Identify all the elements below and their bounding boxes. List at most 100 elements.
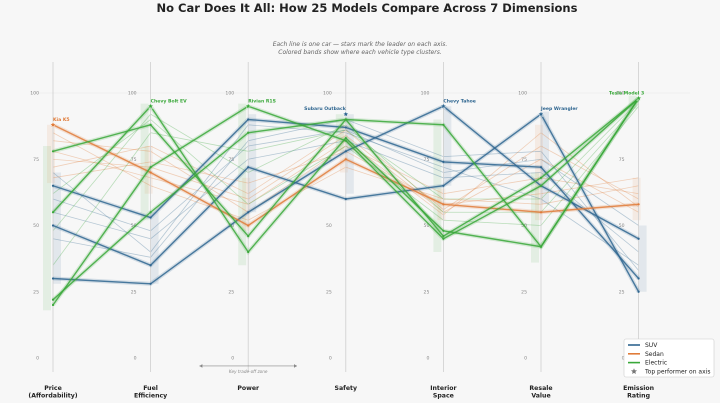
legend-star-icon xyxy=(630,368,638,374)
arrow-head-left-icon xyxy=(199,364,203,368)
data-point xyxy=(442,123,445,126)
data-point xyxy=(344,126,347,129)
data-point xyxy=(344,136,347,140)
leader-star-icon xyxy=(537,110,545,118)
data-point xyxy=(51,277,55,280)
band-electric xyxy=(140,103,149,221)
band-sedan xyxy=(47,124,55,184)
data-point xyxy=(247,224,250,227)
data-point xyxy=(442,235,445,238)
leader-label: Kia K5 xyxy=(53,117,70,123)
leader-label: Rivian R1S xyxy=(248,98,276,104)
data-point xyxy=(637,203,640,206)
leader-stars: Kia K5 Chevy Bolt EV Rivian R1S Subaru Outb… xyxy=(49,90,644,128)
band-suv xyxy=(638,225,647,292)
tick-label: 25 xyxy=(619,289,625,295)
tick-label: 0 xyxy=(622,356,625,362)
tick-label: 100 xyxy=(616,91,625,97)
data-point xyxy=(442,184,445,187)
data-point xyxy=(247,211,250,214)
leader-star-icon xyxy=(440,102,447,110)
chart-subtitle-line-1: Each line is one car — stars mark the le… xyxy=(273,41,448,48)
data-point xyxy=(51,150,55,153)
band-suv xyxy=(345,114,354,194)
data-point xyxy=(149,216,152,219)
tick-label: 0 xyxy=(134,356,137,362)
data-point xyxy=(149,264,152,267)
band-suv xyxy=(150,212,159,284)
tick-label: 50 xyxy=(424,223,430,229)
axis-label-power: Power xyxy=(237,385,260,392)
tick-label: 75 xyxy=(619,157,625,163)
cluster-bands xyxy=(43,95,647,311)
band-sedan xyxy=(535,124,543,221)
tick-label: 25 xyxy=(131,289,137,295)
axis-label-interior: Interior xyxy=(430,385,457,392)
leader-label: Tesla Model 3 xyxy=(609,90,644,96)
tick-label: 0 xyxy=(36,356,39,362)
data-point xyxy=(51,184,55,187)
band-suv xyxy=(248,114,257,213)
data-point xyxy=(344,139,347,142)
band-electric xyxy=(335,114,344,152)
tick-label: 100 xyxy=(323,91,332,97)
annotation-label: Key trade-off zone xyxy=(229,369,268,374)
axis-label-safety: Safety xyxy=(335,385,358,392)
tick-label: 50 xyxy=(131,223,137,229)
axis-label-price: Price xyxy=(44,385,62,392)
chart-subtitle-line-2: Colored bands show where each vehicle ty… xyxy=(278,49,442,56)
leader-label: Chevy Bolt EV xyxy=(151,98,188,104)
data-point xyxy=(539,166,543,169)
data-point xyxy=(51,303,55,307)
tick-label: 75 xyxy=(521,157,527,163)
tick-label: 0 xyxy=(426,356,429,362)
tick-label: 100 xyxy=(225,91,234,97)
band-sedan xyxy=(437,188,446,221)
leader-star-icon xyxy=(635,94,642,102)
band-sedan xyxy=(242,177,251,231)
band-electric xyxy=(433,119,442,252)
data-point xyxy=(442,229,445,232)
tick-label: 100 xyxy=(30,91,39,97)
axis-label-fuel: Fuel xyxy=(143,385,158,392)
tick-label: 75 xyxy=(33,157,39,163)
tick-label: 75 xyxy=(228,157,234,163)
data-point xyxy=(344,150,347,153)
data-point xyxy=(149,282,152,285)
tick-label: 75 xyxy=(424,157,430,163)
axis-label-price: (Affordability) xyxy=(28,393,77,400)
legend-label: Electric xyxy=(645,360,667,367)
axis-label-resale: Resale xyxy=(529,385,552,392)
tick-label: 0 xyxy=(524,356,527,362)
legend-label: Sedan xyxy=(645,351,664,358)
data-point xyxy=(637,277,640,280)
band-suv xyxy=(541,111,549,205)
data-point xyxy=(247,131,250,134)
data-point xyxy=(149,166,152,169)
data-point xyxy=(51,298,55,301)
leader-star-icon xyxy=(342,110,350,118)
legend-label: SUV xyxy=(645,342,658,349)
data-point xyxy=(247,118,250,121)
axis-label-emission: Emission xyxy=(623,385,654,392)
tick-label: 100 xyxy=(128,91,137,97)
tick-label: 0 xyxy=(329,356,332,362)
data-point xyxy=(149,211,152,214)
data-point xyxy=(247,166,250,169)
band-electric xyxy=(238,103,247,266)
axis-label-emission: Rating xyxy=(627,393,650,400)
legend-label: Top performer on axis xyxy=(644,368,710,375)
data-point xyxy=(344,197,347,201)
data-point xyxy=(51,211,55,214)
tick-label: 25 xyxy=(424,289,430,295)
tick-label: 50 xyxy=(326,223,332,229)
band-suv xyxy=(443,106,452,186)
axis-label-fuel: Efficiency xyxy=(134,393,167,400)
band-suv xyxy=(53,172,61,284)
trade-off-annotation: Key trade-off zone xyxy=(199,364,297,374)
data-point xyxy=(637,237,640,240)
leader-label: Chevy Tahoe xyxy=(443,98,476,104)
tick-label: 0 xyxy=(231,356,234,362)
